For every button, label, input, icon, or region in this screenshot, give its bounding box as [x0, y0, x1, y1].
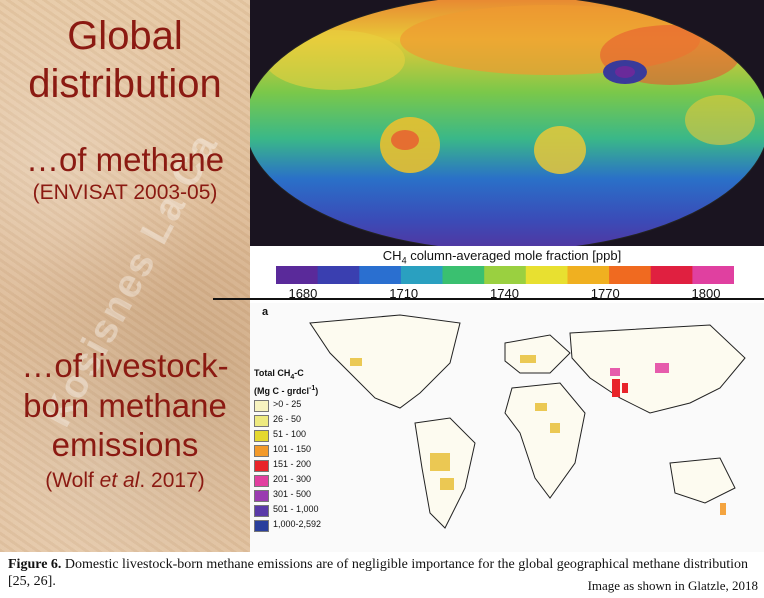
scale-tick-label: 1680: [288, 286, 318, 301]
legend-item: 51 - 100: [254, 427, 346, 442]
scale-swatch: [484, 266, 527, 284]
legend-label: 101 - 150: [273, 443, 312, 454]
legend-item: 151 - 200: [254, 457, 346, 472]
image-credit: Image as shown in Glatzle, 2018: [587, 578, 758, 593]
legend-item: 1,000-2,592: [254, 517, 346, 532]
legend-swatch: [254, 459, 269, 472]
scale-swatch: [650, 266, 693, 284]
livestock-legend: Total CH4-C (Mg C - grdcl-1) >0 - 25 26 -…: [250, 368, 346, 532]
methane-map-image: [250, 0, 764, 246]
legend-swatch: [254, 444, 269, 457]
methane-source: (ENVISAT 2003-05): [32, 181, 218, 204]
legend-label: 201 - 300: [273, 473, 312, 484]
scale-swatch: [400, 266, 443, 284]
legend-title-line2: (Mg C - grdcl-1): [254, 384, 319, 396]
legend-swatch: [254, 414, 269, 427]
title-global: Global: [67, 14, 183, 58]
livestock-heading-line1: …of livestock-: [21, 347, 229, 384]
scale-tick-label: 1800: [691, 286, 721, 301]
legend-label: 151 - 200: [273, 458, 312, 469]
legend-label: 51 - 100: [273, 428, 307, 439]
legend-item: 201 - 300: [254, 472, 346, 487]
methane-heading: …of methane: [25, 141, 225, 178]
scale-swatch: [359, 266, 402, 284]
legend-item: 501 - 1,000: [254, 502, 346, 517]
scale-swatch: [442, 266, 485, 284]
legend-label: 501 - 1,000: [273, 503, 319, 514]
figure-caption: Figure 6. Domestic livestock-born methan…: [8, 556, 758, 590]
legend-swatch: [254, 504, 269, 517]
scale-swatch: [276, 266, 319, 284]
legend-label: 301 - 500: [273, 488, 312, 499]
legend-title-line1: Total CH4-C: [254, 368, 304, 381]
livestock-heading-line3: emissions: [51, 426, 199, 463]
panel-label-a: a: [262, 306, 269, 318]
scale-swatch: [567, 266, 610, 284]
legend-swatch: [254, 399, 269, 412]
methane-scale-title: CH4 column-averaged mole fraction [ppb]: [382, 248, 622, 266]
legend-swatch: [254, 489, 269, 502]
section-divider: [213, 298, 764, 300]
title-distribution: distribution: [28, 62, 222, 106]
legend-swatch: [254, 429, 269, 442]
methane-color-scale: [276, 266, 734, 284]
legend-swatch: [254, 519, 269, 532]
scale-tick-label: 1710: [389, 286, 419, 301]
methane-world-map: [250, 0, 764, 246]
livestock-map-image: [309, 314, 746, 529]
legend-label: 26 - 50: [273, 413, 302, 424]
legend-item: 101 - 150: [254, 442, 346, 457]
scale-swatch: [525, 266, 568, 284]
livestock-world-map: [250, 303, 764, 552]
caption-text: Domestic livestock-born methane emission…: [8, 557, 748, 589]
legend-item: 26 - 50: [254, 412, 346, 427]
legend-label: >0 - 25: [273, 398, 302, 409]
legend-item: >0 - 25: [254, 397, 346, 412]
legend-label: 1,000-2,592: [273, 518, 322, 529]
legend-swatch: [254, 474, 269, 487]
left-text-panel: Kosisnes La Ca: [0, 0, 250, 552]
livestock-heading-line2: born methane: [23, 387, 227, 424]
scale-tick-label: 1740: [490, 286, 519, 301]
scale-swatch: [609, 266, 652, 284]
legend-item: 301 - 500: [254, 487, 346, 502]
scale-swatch: [317, 266, 360, 284]
scale-tick-label: 1770: [590, 286, 620, 301]
scale-swatch: [692, 266, 734, 284]
figure-label: Figure 6.: [8, 557, 62, 572]
livestock-source: (Wolf et al. 2017): [45, 469, 205, 492]
